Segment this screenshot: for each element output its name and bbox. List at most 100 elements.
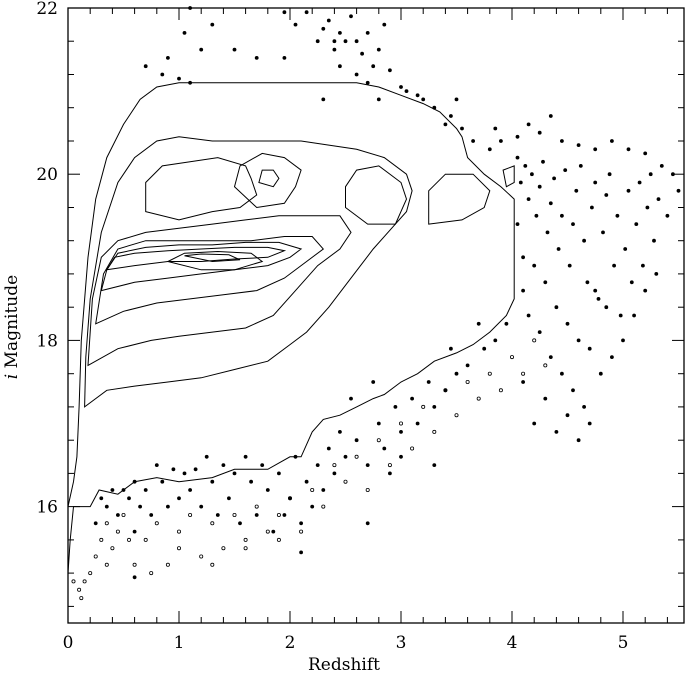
data-point-open [221, 546, 226, 551]
data-point-filled [582, 238, 586, 243]
data-point-filled [571, 222, 575, 227]
data-point-open [165, 562, 170, 567]
data-point-filled [541, 159, 545, 164]
x-tick-label: 4 [507, 633, 518, 653]
data-point-filled [154, 463, 159, 467]
data-point-filled [421, 97, 426, 102]
data-point-filled [282, 513, 287, 517]
data-point-filled [618, 313, 623, 318]
data-point-open [321, 504, 326, 509]
data-point-filled [537, 330, 542, 334]
data-point-filled [338, 31, 342, 35]
data-point-filled [623, 247, 628, 251]
data-point-open [154, 521, 159, 526]
data-point-filled [554, 305, 559, 310]
data-point-filled [578, 164, 583, 168]
y-axis-title-rest: Magnitude [2, 275, 22, 374]
data-point-open [443, 388, 448, 393]
plot-frame [67, 7, 685, 624]
data-point-filled [604, 193, 609, 197]
contour-level-2 [84, 136, 413, 408]
data-point-filled [563, 168, 568, 173]
data-point-filled [443, 122, 448, 127]
data-point-filled [349, 396, 353, 401]
data-point-open [299, 529, 304, 534]
data-point-filled [560, 371, 564, 376]
data-point-filled [432, 463, 437, 467]
data-point-filled [534, 213, 539, 218]
data-point-filled [160, 72, 165, 77]
data-point-open [210, 521, 215, 526]
data-point-filled [596, 297, 601, 301]
data-point-filled [471, 139, 475, 143]
data-point-filled [93, 521, 98, 526]
data-point-filled [637, 180, 642, 185]
data-point-open [354, 454, 359, 459]
data-point-filled [388, 68, 392, 73]
x-tick-label: 5 [618, 633, 629, 653]
data-point-open [410, 446, 415, 451]
x-tick-label: 2 [285, 633, 296, 653]
data-point-open [104, 562, 109, 567]
data-point-open [243, 546, 248, 551]
data-point-filled [432, 105, 437, 110]
data-point-filled [532, 421, 537, 426]
data-point-filled [143, 488, 148, 492]
data-point-filled [632, 313, 636, 318]
data-point-open [432, 429, 437, 434]
data-point-open [149, 571, 154, 576]
data-point-filled [188, 488, 193, 492]
data-point-filled [454, 97, 459, 102]
data-point-filled [552, 176, 556, 181]
data-point-filled [493, 126, 498, 131]
data-point-filled [376, 97, 381, 102]
data-point-filled [526, 197, 531, 202]
data-point-open [509, 355, 514, 360]
y-axis-title: i Magnitude [2, 275, 22, 379]
contour-level-4 [95, 236, 325, 325]
data-point-filled [545, 230, 550, 235]
data-point-filled [515, 155, 520, 160]
data-point-open [79, 596, 84, 601]
data-point-filled [232, 471, 237, 476]
data-point-open [71, 579, 76, 584]
data-point-filled [399, 430, 403, 434]
data-point-open [310, 487, 315, 492]
data-point-filled [449, 114, 453, 118]
data-point-filled [199, 47, 204, 52]
data-point-filled [127, 496, 131, 501]
data-point-open [176, 529, 181, 534]
data-point-filled [149, 513, 154, 517]
data-point-filled [365, 31, 370, 35]
data-point-filled [326, 446, 331, 451]
data-point-filled [349, 14, 353, 19]
data-point-filled [399, 454, 403, 459]
data-point-filled [554, 430, 559, 434]
data-point-filled [166, 504, 170, 509]
data-point-filled [426, 380, 431, 384]
data-point-open [421, 404, 426, 409]
data-point-filled [601, 230, 605, 235]
data-point-filled [282, 56, 287, 60]
data-point-filled [338, 430, 342, 434]
data-point-filled [641, 263, 645, 268]
data-point-filled [574, 188, 579, 193]
data-point-filled [271, 529, 276, 534]
data-point-filled [504, 321, 509, 326]
data-point-filled [518, 180, 523, 185]
data-point-filled [582, 405, 586, 409]
data-point-filled [188, 80, 193, 85]
data-point-filled [565, 321, 570, 326]
data-point-filled [143, 64, 148, 69]
data-point-filled [415, 421, 420, 426]
data-point-filled [332, 39, 337, 44]
data-point-open [276, 537, 281, 542]
y-axis-title-italic: i [2, 374, 22, 379]
data-point-filled [321, 26, 326, 31]
data-point-filled [376, 47, 381, 52]
data-point-filled [615, 213, 620, 218]
data-point-filled [465, 363, 470, 368]
data-point-filled [607, 172, 612, 177]
data-point-filled [593, 147, 598, 152]
